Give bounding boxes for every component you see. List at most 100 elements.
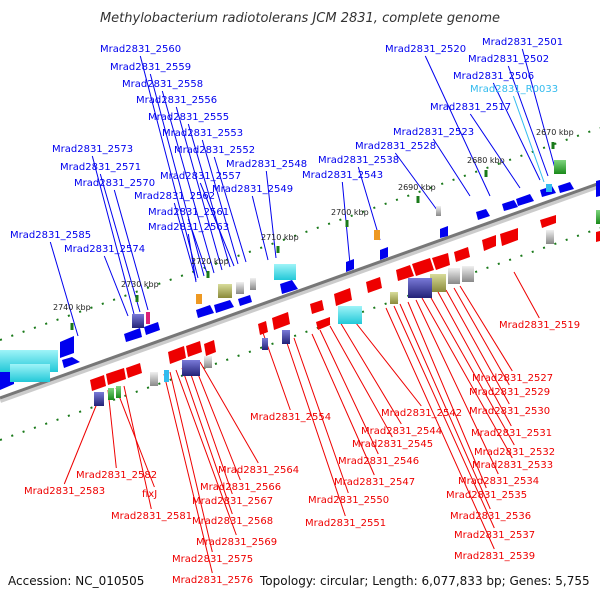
- gene-block[interactable]: [116, 386, 121, 398]
- reverse-gene[interactable]: [258, 321, 268, 335]
- gene-block[interactable]: [282, 330, 290, 344]
- gene-label[interactable]: Mrad2831_2534: [458, 476, 539, 487]
- gene-label[interactable]: Mrad2831_2564: [218, 465, 299, 476]
- forward-gene[interactable]: [124, 328, 142, 342]
- gene-label[interactable]: Mrad2831_2528: [355, 141, 436, 152]
- gene-block[interactable]: [546, 184, 552, 192]
- gene-block[interactable]: [164, 370, 169, 382]
- reverse-gene[interactable]: [186, 341, 202, 357]
- reverse-gene[interactable]: [432, 253, 450, 270]
- gene-label[interactable]: Mrad2831_2517: [430, 102, 511, 113]
- gene-label[interactable]: Mrad2831_2554: [250, 412, 331, 423]
- reverse-gene[interactable]: [272, 312, 290, 330]
- gene-label[interactable]: Mrad2831_2502: [468, 54, 549, 65]
- gene-block[interactable]: [338, 306, 362, 324]
- gene-label[interactable]: Mrad2831_2529: [469, 387, 550, 398]
- gene-label[interactable]: Mrad2831_2556: [136, 95, 217, 106]
- gene-label[interactable]: Mrad2831_2520: [385, 44, 466, 55]
- gene-block[interactable]: [196, 294, 202, 304]
- gene-label[interactable]: Mrad2831_2506: [453, 71, 534, 82]
- gene-label[interactable]: Mrad2831_2542: [381, 408, 462, 419]
- gene-block[interactable]: [150, 372, 158, 386]
- gene-label[interactable]: Mrad2831_2553: [162, 128, 243, 139]
- gene-label[interactable]: Mrad2831_2568: [192, 516, 273, 527]
- gene-label[interactable]: Mrad2831_2536: [450, 511, 531, 522]
- forward-gene[interactable]: [476, 209, 490, 220]
- forward-gene[interactable]: [280, 280, 298, 294]
- gene-block[interactable]: [10, 364, 50, 382]
- gene-label[interactable]: Mrad2831_2573: [52, 144, 133, 155]
- reverse-gene[interactable]: [316, 317, 330, 330]
- gene-block[interactable]: [274, 264, 296, 280]
- reverse-gene[interactable]: [204, 340, 216, 356]
- gene-block[interactable]: [436, 206, 441, 216]
- gene-label[interactable]: Mrad2831_2582: [76, 470, 157, 481]
- gene-label[interactable]: Mrad2831_2501: [482, 37, 563, 48]
- gene-label[interactable]: Mrad2831_2571: [60, 162, 141, 173]
- gene-block[interactable]: [390, 292, 398, 304]
- gene-label[interactable]: Mrad2831_2535: [446, 490, 527, 501]
- gene-block[interactable]: [146, 312, 150, 324]
- reverse-gene[interactable]: [596, 231, 600, 242]
- gene-label[interactable]: Mrad2831_2539: [454, 551, 535, 562]
- reverse-gene[interactable]: [90, 375, 106, 391]
- reverse-gene[interactable]: [310, 300, 324, 314]
- gene-block[interactable]: [250, 278, 256, 290]
- gene-label[interactable]: Mrad2831_2549: [212, 184, 293, 195]
- gene-label[interactable]: Mrad2831_2552: [174, 145, 255, 156]
- reverse-gene[interactable]: [412, 258, 434, 276]
- forward-gene[interactable]: [214, 300, 234, 313]
- gene-label[interactable]: Mrad2831_2545: [352, 439, 433, 450]
- gene-label[interactable]: Mrad2831_2551: [305, 518, 386, 529]
- gene-label[interactable]: Mrad2831_2569: [196, 537, 277, 548]
- gene-label[interactable]: Mrad2831_2570: [74, 178, 155, 189]
- gene-label[interactable]: Mrad2831_2537: [454, 530, 535, 541]
- gene-label[interactable]: Mrad2831_2560: [100, 44, 181, 55]
- gene-label[interactable]: Mrad2831_2558: [122, 79, 203, 90]
- gene-label[interactable]: Mrad2831_2544: [361, 426, 442, 437]
- gene-label[interactable]: Mrad2831_2567: [192, 496, 273, 507]
- reverse-gene[interactable]: [168, 346, 186, 364]
- rna-gene-label[interactable]: Mrad2831_R0033: [470, 84, 558, 95]
- forward-gene[interactable]: [346, 259, 354, 272]
- gene-label[interactable]: Mrad2831_2530: [469, 406, 550, 417]
- gene-label[interactable]: Mrad2831_2566: [200, 482, 281, 493]
- gene-label[interactable]: fixJ: [142, 489, 157, 500]
- gene-block[interactable]: [554, 160, 566, 174]
- gene-block[interactable]: [462, 266, 474, 282]
- gene-label[interactable]: Mrad2831_2532: [474, 447, 555, 458]
- reverse-gene[interactable]: [396, 265, 414, 281]
- gene-label[interactable]: Mrad2831_2575: [172, 554, 253, 565]
- gene-block[interactable]: [374, 230, 380, 240]
- gene-label[interactable]: Mrad2831_2547: [334, 477, 415, 488]
- gene-label[interactable]: Mrad2831_2559: [110, 62, 191, 73]
- gene-label[interactable]: Mrad2831_2574: [64, 244, 145, 255]
- reverse-gene[interactable]: [106, 368, 126, 385]
- reverse-gene[interactable]: [482, 235, 496, 251]
- gene-label[interactable]: Mrad2831_2519: [499, 320, 580, 331]
- forward-gene[interactable]: [596, 180, 600, 197]
- gene-block[interactable]: [546, 230, 554, 244]
- forward-gene[interactable]: [516, 194, 534, 206]
- gene-label[interactable]: Mrad2831_2555: [148, 112, 229, 123]
- reverse-gene[interactable]: [126, 363, 142, 378]
- gene-label[interactable]: Mrad2831_2561: [148, 207, 229, 218]
- gene-label[interactable]: Mrad2831_2533: [472, 460, 553, 471]
- forward-gene[interactable]: [502, 200, 518, 211]
- gene-block[interactable]: [408, 278, 432, 298]
- gene-label[interactable]: Mrad2831_2557: [160, 171, 241, 182]
- gene-label[interactable]: Mrad2831_2550: [308, 495, 389, 506]
- reverse-gene[interactable]: [454, 247, 470, 262]
- gene-block[interactable]: [182, 360, 200, 376]
- gene-label[interactable]: Mrad2831_2531: [471, 428, 552, 439]
- gene-label[interactable]: Mrad2831_2576: [172, 575, 253, 586]
- gene-label[interactable]: Mrad2831_2527: [472, 373, 553, 384]
- forward-gene[interactable]: [440, 226, 448, 238]
- forward-gene[interactable]: [144, 322, 160, 335]
- gene-label[interactable]: Mrad2831_2548: [226, 159, 307, 170]
- gene-label[interactable]: Mrad2831_2585: [10, 230, 91, 241]
- gene-block[interactable]: [430, 274, 446, 292]
- forward-gene[interactable]: [238, 295, 252, 306]
- gene-label[interactable]: Mrad2831_2562: [134, 191, 215, 202]
- gene-block[interactable]: [596, 210, 600, 224]
